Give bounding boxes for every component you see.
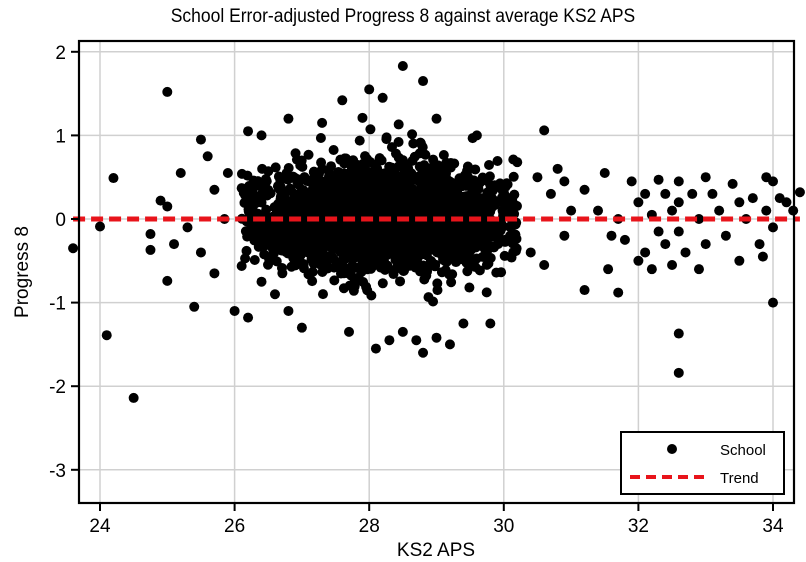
legend: School Trend xyxy=(620,431,785,495)
svg-text:34: 34 xyxy=(762,516,784,537)
plot-frame xyxy=(77,39,796,505)
legend-trend-label: Trend xyxy=(720,470,759,487)
svg-text:32: 32 xyxy=(628,516,649,537)
y-axis-label: Progress 8 xyxy=(12,226,33,318)
svg-text:1: 1 xyxy=(55,126,66,147)
svg-text:2: 2 xyxy=(55,43,66,64)
svg-text:0: 0 xyxy=(55,210,66,231)
svg-text:-2: -2 xyxy=(49,377,66,398)
axis-ticks: 24 26 28 30 32 34 2 1 0 -1 -2 -3 xyxy=(49,43,784,537)
svg-text:26: 26 xyxy=(224,516,245,537)
svg-text:24: 24 xyxy=(89,516,111,537)
svg-text:-3: -3 xyxy=(49,461,66,482)
svg-text:30: 30 xyxy=(493,516,514,537)
chart-title: School Error-adjusted Progress 8 against… xyxy=(170,6,636,27)
school-legend-marker xyxy=(667,444,677,454)
svg-text:28: 28 xyxy=(359,516,380,537)
x-axis-label: KS2 APS xyxy=(397,540,475,561)
legend-school-label: School xyxy=(720,442,766,459)
school-points xyxy=(68,61,805,403)
svg-text:-1: -1 xyxy=(49,294,66,315)
